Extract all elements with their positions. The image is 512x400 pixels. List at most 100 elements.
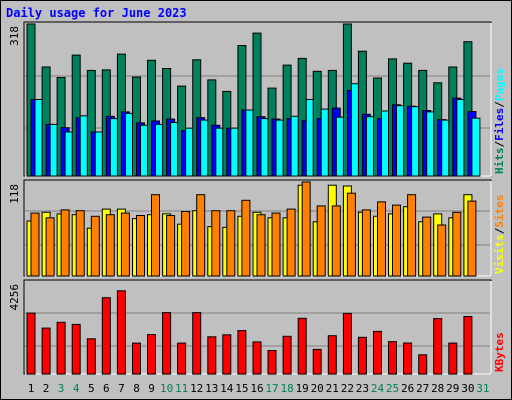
x-tick-label: 14 [220, 382, 234, 395]
bar-kbytes-day-25 [388, 341, 397, 375]
legend-entry: / [493, 227, 506, 234]
x-tick-label: 13 [205, 382, 218, 395]
bar-sites-day-23 [361, 209, 371, 277]
x-tick-label: 6 [103, 382, 110, 395]
bar-kbytes-day-5 [86, 338, 96, 375]
x-tick-label: 8 [133, 382, 140, 395]
y-max-label: 118 [8, 184, 21, 204]
x-tick-label: 24 [371, 382, 385, 395]
bar-kbytes-day-27 [418, 354, 428, 375]
bar-kbytes-day-28 [433, 318, 443, 375]
x-tick-label: 16 [250, 382, 263, 395]
bar-sites-day-12 [196, 194, 206, 277]
legend-entry: / [493, 101, 506, 108]
bar-sites-day-10 [166, 215, 176, 277]
bar-sites-day-18 [286, 208, 296, 277]
x-tick-label: 11 [175, 382, 188, 395]
bar-sites-day-21 [331, 205, 341, 277]
bar-kbytes-day-24 [373, 330, 382, 375]
panel-kbytes: 4256 KBytes [8, 279, 506, 375]
chart-title: Daily usage for June 2023 [6, 6, 187, 20]
bar-kbytes-day-30 [463, 316, 473, 375]
bar-kbytes-day-8 [132, 342, 141, 375]
x-tick-label: 28 [431, 382, 444, 395]
bar-sites-day-26 [407, 194, 417, 277]
bar-sites-day-24 [377, 201, 386, 277]
x-tick-label: 20 [311, 382, 324, 395]
x-tick-label: 19 [296, 382, 309, 395]
bar-kbytes-day-14 [222, 334, 232, 375]
bar-sites-day-27 [422, 216, 432, 277]
bar-sites-day-16 [256, 214, 266, 277]
x-tick-label: 15 [235, 382, 248, 395]
legend-entry: Files [493, 108, 506, 141]
x-tick-label: 31 [476, 382, 489, 395]
x-tick-label: 29 [446, 382, 459, 395]
bar-kbytes-day-15 [237, 330, 247, 375]
bar-kbytes-day-22 [342, 312, 352, 375]
bar-sites-day-11 [181, 211, 191, 277]
bar-kbytes-day-4 [71, 323, 81, 375]
bar-pages-day-30 [471, 117, 481, 177]
x-tick-label: 2 [43, 382, 50, 395]
bar-sites-day-22 [346, 192, 356, 277]
x-tick-label: 21 [326, 382, 339, 395]
x-tick-label: 26 [401, 382, 414, 395]
y-max-label: 318 [8, 26, 21, 46]
bar-kbytes-day-20 [312, 348, 322, 375]
bar-kbytes-day-23 [357, 336, 367, 375]
bar-kbytes-day-3 [56, 321, 66, 375]
bar-sites-day-17 [271, 212, 281, 277]
x-tick-label: 7 [118, 382, 125, 395]
x-tick-label: 9 [148, 382, 155, 395]
bar-sites-day-20 [316, 205, 326, 277]
legend-visits-sites: Visits/Sites [493, 195, 506, 275]
bar-sites-day-2 [45, 217, 55, 277]
x-tick-label: 10 [160, 382, 173, 395]
legend-entry: KBytes [493, 332, 506, 372]
x-tick-label: 5 [88, 382, 95, 395]
bar-kbytes-day-26 [403, 342, 413, 375]
panel-visits-sites: 118 Visits/Sites [8, 179, 506, 277]
bar-kbytes-day-29 [448, 342, 458, 375]
bar-sites-day-9 [151, 194, 160, 277]
bar-kbytes-day-19 [297, 317, 307, 375]
x-tick-label: 22 [341, 382, 354, 395]
bar-kbytes-day-16 [252, 341, 262, 375]
x-tick-label: 4 [73, 382, 80, 395]
bar-sites-day-15 [241, 199, 251, 277]
bar-kbytes-day-10 [162, 312, 172, 375]
bar-kbytes-day-17 [267, 350, 277, 375]
bar-sites-day-29 [452, 211, 462, 277]
bar-sites-day-7 [120, 212, 130, 277]
x-tick-label: 27 [416, 382, 429, 395]
x-tick-label: 23 [356, 382, 369, 395]
bar-sites-day-19 [301, 181, 311, 277]
legend-entry: Pages [493, 68, 506, 101]
legend-entry: Visits [493, 234, 506, 274]
bar-kbytes-day-13 [207, 336, 217, 375]
x-tick-label: 1 [28, 382, 35, 395]
bar-sites-day-1 [30, 212, 40, 277]
x-tick-label: 30 [461, 382, 474, 395]
bar-sites-day-28 [437, 224, 447, 277]
legend-hits-files-pages: Hits/Files/Pages [493, 68, 506, 174]
bar-kbytes-day-2 [41, 327, 51, 375]
bar-sites-day-8 [136, 215, 145, 277]
bar-sites-day-14 [226, 210, 236, 277]
y-max-label: 4256 [8, 284, 21, 311]
bar-sites-day-25 [392, 204, 401, 277]
bar-kbytes-day-11 [177, 342, 187, 375]
bar-kbytes-day-18 [282, 335, 292, 375]
legend-kbytes: KBytes [493, 332, 506, 372]
bar-kbytes-day-21 [327, 335, 337, 375]
bar-sites-day-5 [90, 215, 100, 277]
x-tick-label: 12 [190, 382, 203, 395]
bar-sites-day-30 [467, 200, 477, 277]
x-tick-label: 3 [58, 382, 65, 395]
bar-sites-day-3 [60, 209, 70, 277]
x-tick-label: 18 [280, 382, 293, 395]
legend-entry: Hits [493, 148, 506, 175]
